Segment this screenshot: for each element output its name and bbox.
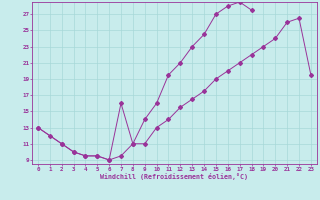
X-axis label: Windchill (Refroidissement éolien,°C): Windchill (Refroidissement éolien,°C) (100, 173, 248, 180)
